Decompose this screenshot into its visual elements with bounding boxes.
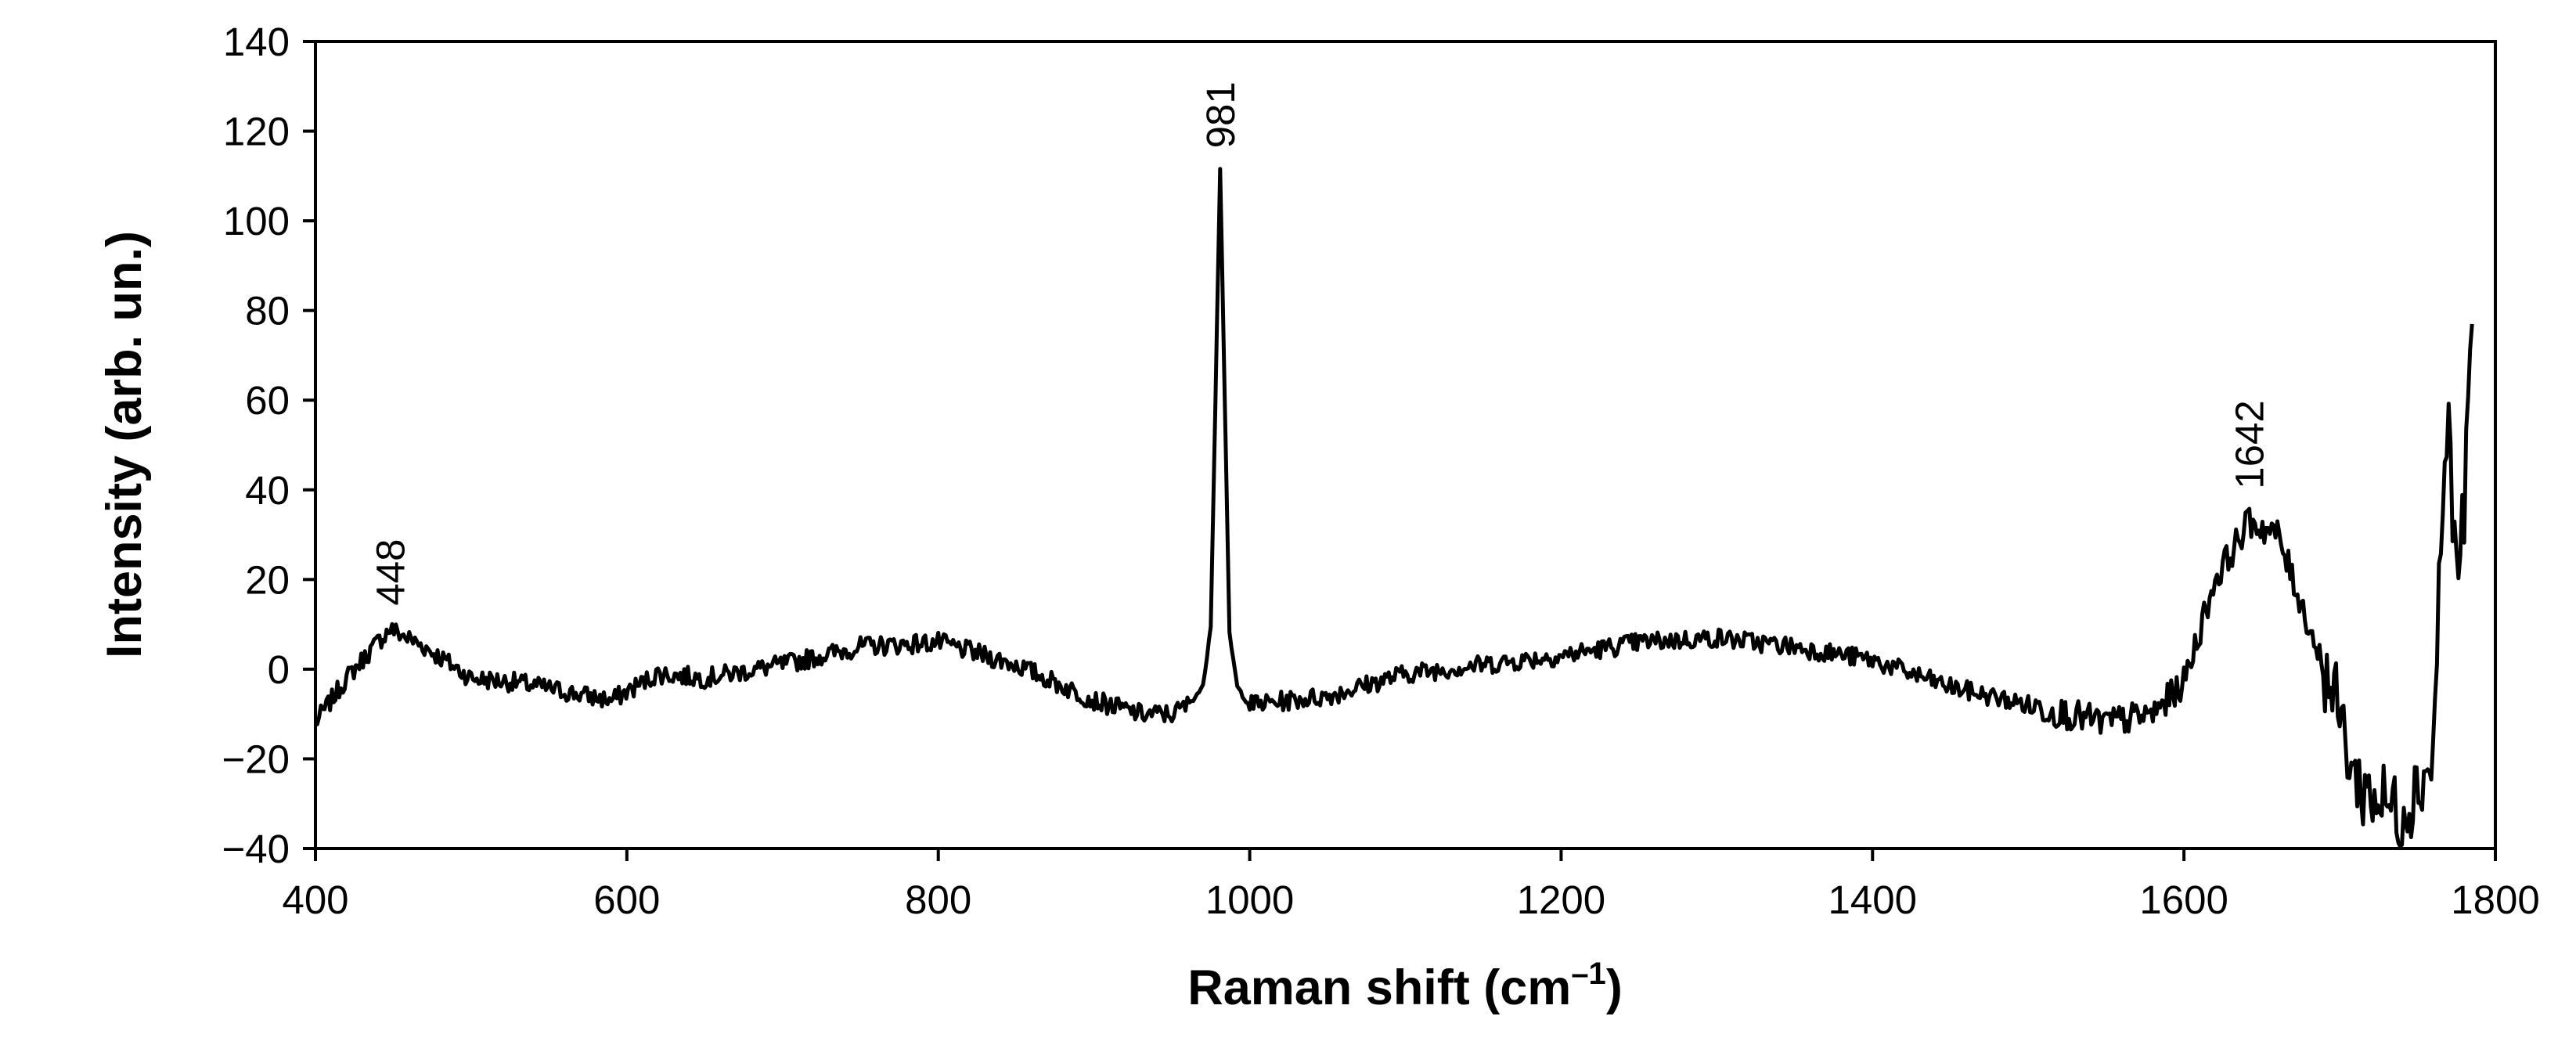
x-tick-label: 1200 bbox=[1517, 877, 1605, 922]
peak-label-981: 981 bbox=[1198, 81, 1243, 148]
x-tick-label: 1800 bbox=[2451, 877, 2539, 922]
x-axis-title: Raman shift (cm–1) bbox=[1187, 957, 1623, 1015]
peak-label-1642: 1642 bbox=[2228, 400, 2272, 488]
y-tick-label: 20 bbox=[245, 557, 290, 602]
plot-area: 400 600 800 1000 1200 1400 1600 1800 −40 −20 0 20 4… bbox=[222, 20, 2539, 922]
x-axis-title-main: Raman shift (cm bbox=[1187, 960, 1571, 1015]
y-tick-label: −40 bbox=[222, 827, 290, 871]
x-ticks: 400 600 800 1000 1200 1400 1600 1800 bbox=[282, 849, 2540, 922]
x-tick-label: 800 bbox=[905, 877, 971, 922]
y-tick-label: 140 bbox=[223, 20, 290, 64]
x-tick-label: 1600 bbox=[2139, 877, 2228, 922]
y-tick-label: 40 bbox=[245, 468, 290, 513]
y-tick-label: 80 bbox=[245, 289, 290, 333]
y-tick-label: 60 bbox=[245, 378, 290, 423]
peak-annotations: 448 981 1642 bbox=[369, 81, 2272, 605]
peak-label-448: 448 bbox=[369, 539, 413, 606]
y-ticks: −40 −20 0 20 40 60 80 100 120 140 bbox=[222, 20, 315, 871]
x-tick-label: 600 bbox=[593, 877, 660, 922]
y-tick-label: 120 bbox=[223, 110, 290, 154]
y-tick-label: 100 bbox=[223, 199, 290, 243]
x-axis-title-close: ) bbox=[1606, 960, 1623, 1015]
spectrum-line bbox=[313, 167, 2474, 849]
y-tick-label: −20 bbox=[222, 737, 290, 781]
x-tick-label: 1000 bbox=[1205, 877, 1294, 922]
plot-frame bbox=[314, 40, 2497, 850]
x-axis-title-superscript: –1 bbox=[1571, 957, 1606, 991]
x-tick-label: 1400 bbox=[1828, 877, 1917, 922]
x-tick-label: 400 bbox=[282, 877, 348, 922]
y-tick-label: 0 bbox=[268, 647, 290, 692]
y-axis-title: Intensity (arb. un.) bbox=[97, 231, 152, 658]
